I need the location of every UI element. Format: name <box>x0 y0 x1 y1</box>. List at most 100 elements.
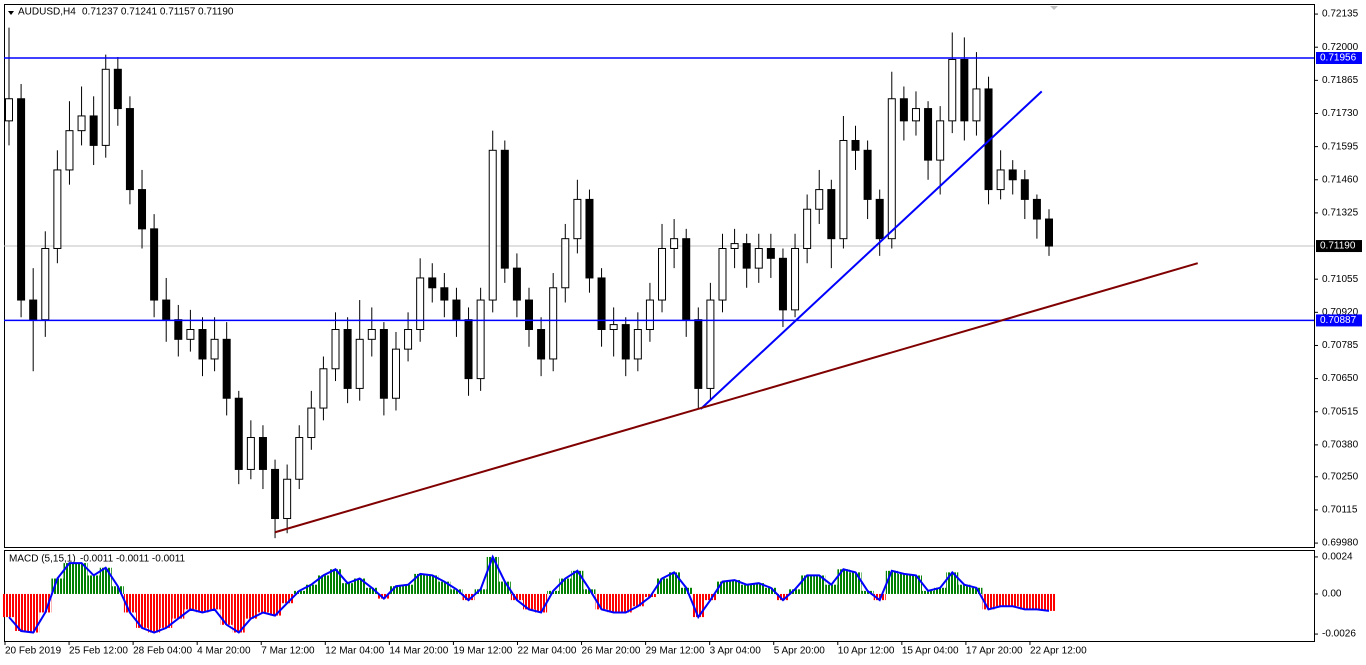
candle-body <box>138 189 147 230</box>
macd-bar <box>402 584 415 594</box>
macd-bar <box>486 556 499 594</box>
macd-bar <box>184 593 197 610</box>
macd-bar <box>1006 593 1019 607</box>
candle-body <box>367 329 376 340</box>
candle-body <box>89 115 98 146</box>
candle-body <box>125 108 134 191</box>
candle-body <box>573 198 582 240</box>
candle-body <box>742 243 751 269</box>
candle-body <box>851 139 860 151</box>
macd-bar <box>365 587 378 594</box>
x-tick-label: 22 Mar 04:00 <box>517 646 576 657</box>
y-tick-label: 0.70785 <box>1322 340 1359 351</box>
y-tick-label: 0.71730 <box>1322 108 1359 119</box>
candle-body <box>911 108 920 122</box>
candle-body <box>706 299 715 389</box>
macd-bar <box>111 586 124 594</box>
candle-body <box>960 58 969 122</box>
candle-body <box>246 437 255 470</box>
macd-bar <box>776 593 789 601</box>
x-tick-label: 4 Mar 20:00 <box>197 646 251 657</box>
y-tick-label: 0.69980 <box>1322 538 1359 549</box>
x-tick-label: 7 Mar 12:00 <box>261 646 315 657</box>
candle-body <box>101 68 110 146</box>
candle-body <box>1045 218 1053 247</box>
macd-bar <box>523 593 535 610</box>
macd-bar <box>474 589 487 594</box>
macd-bar <box>256 593 269 613</box>
macd-bar <box>631 593 644 607</box>
candle-body <box>150 228 159 301</box>
macd-bar <box>958 584 971 594</box>
macd-bar <box>329 569 342 594</box>
candle-body <box>815 189 824 210</box>
macd-line <box>8 554 1050 634</box>
candle-body <box>875 198 884 240</box>
candle-body <box>924 108 933 161</box>
macd-bar <box>75 563 88 594</box>
candle-body <box>29 299 38 321</box>
menu-arrow[interactable] <box>8 11 14 15</box>
x-tick-label: 25 Feb 12:00 <box>69 646 128 657</box>
candle-body <box>561 238 570 289</box>
macd-bar <box>51 578 64 594</box>
x-tick-label: 28 Feb 04:00 <box>133 646 192 657</box>
macd-bar <box>922 590 935 594</box>
candle-body <box>597 277 606 331</box>
x-tick-label: 22 Apr 12:00 <box>1030 646 1087 657</box>
candle-body <box>803 208 812 249</box>
candle-body <box>984 88 993 191</box>
candle-body <box>972 88 981 122</box>
y-tick-label: 0.70250 <box>1322 471 1359 482</box>
candle-body <box>41 247 50 321</box>
candle-body <box>645 299 654 331</box>
horizontal-line-box <box>1316 314 1362 327</box>
y-tick-label: 0.71595 <box>1322 141 1359 152</box>
macd-bar <box>269 593 282 616</box>
macd-bar <box>994 593 1007 607</box>
horizontal-line-label: 0.71956 <box>1320 53 1357 64</box>
candle-body <box>65 130 74 171</box>
candle-body <box>113 68 122 110</box>
macd-bar <box>281 593 294 604</box>
candle-body <box>658 247 667 301</box>
candle-body <box>222 338 231 399</box>
y-tick-label: 0.70115 <box>1322 505 1358 516</box>
macd-bar <box>196 593 209 613</box>
macd-bar <box>801 575 814 594</box>
macd-bar <box>752 583 765 594</box>
x-tick-label: 10 Apr 12:00 <box>838 646 895 657</box>
candle-body <box>162 299 171 321</box>
candle-body <box>174 319 183 340</box>
macd-bar <box>462 593 475 601</box>
macd-bar <box>208 593 221 610</box>
candle-body <box>718 247 727 301</box>
macd-bar <box>897 573 910 594</box>
candle-body <box>1020 179 1029 200</box>
y-tick-label: 0.0024 <box>1322 552 1353 563</box>
macd-bar <box>220 593 233 625</box>
candle-body <box>1032 198 1041 220</box>
candle-body <box>488 149 497 301</box>
shift-marker[interactable] <box>1050 6 1058 10</box>
candle-body <box>416 277 425 331</box>
candle-body <box>512 267 521 301</box>
y-tick-label: -0.0026 <box>1322 629 1356 640</box>
candle-body <box>839 139 848 240</box>
macd-bar <box>15 593 28 631</box>
candle-body <box>887 98 896 240</box>
y-tick-label: 0.72135 <box>1322 9 1359 20</box>
candle-body <box>404 329 413 350</box>
macd-bar <box>244 593 257 619</box>
macd-bar <box>619 593 632 613</box>
x-tick-label: 12 Mar 04:00 <box>325 646 384 657</box>
macd-bar <box>510 593 523 601</box>
macd-bar <box>837 569 850 594</box>
macd-bar <box>789 589 802 594</box>
macd-bar <box>426 575 439 594</box>
candle-body <box>936 120 945 161</box>
y-tick-label: 0.71325 <box>1322 208 1359 219</box>
x-tick-label: 5 Apr 20:00 <box>774 646 826 657</box>
main-frame <box>4 4 1315 548</box>
